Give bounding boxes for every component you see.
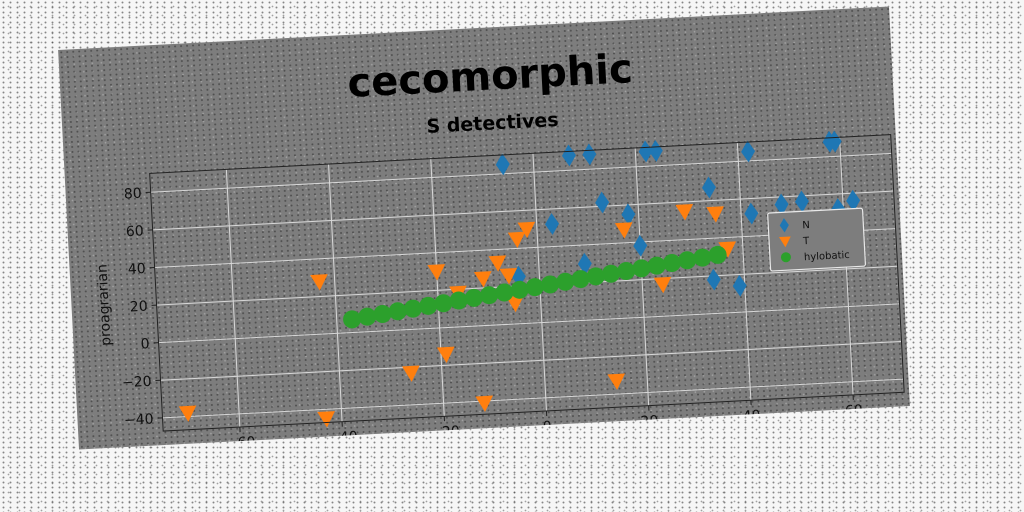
data-point-hylobatic	[678, 251, 697, 270]
data-point-hylobatic	[541, 275, 560, 294]
x-tick-label: −20	[430, 424, 460, 442]
chart-title: S detectives	[426, 109, 559, 138]
plot-frame	[149, 134, 905, 432]
data-point-n	[744, 202, 759, 225]
y-gridline	[162, 378, 904, 419]
y-tick-label: −40	[124, 411, 154, 429]
data-point-hylobatic	[586, 267, 605, 286]
legend-label-n: N	[802, 220, 810, 231]
data-point-hylobatic	[480, 286, 499, 305]
data-point-t	[653, 276, 672, 294]
x-tick-label: 60	[845, 402, 864, 419]
y-gridline	[158, 303, 900, 344]
gridlines	[150, 137, 904, 428]
data-point-hylobatic	[449, 291, 468, 310]
data-point-t	[473, 271, 492, 288]
data-point-hylobatic	[464, 288, 483, 307]
data-point-t	[499, 267, 518, 285]
data-layer	[178, 130, 861, 428]
data-point-hylobatic	[571, 270, 590, 289]
legend-label-hylobatic: hylobatic	[804, 250, 850, 263]
y-tick-label: −20	[122, 374, 152, 392]
data-point-n	[706, 268, 721, 291]
data-point-t	[475, 395, 494, 412]
data-point-hylobatic	[693, 248, 712, 267]
legend-box	[767, 207, 867, 272]
y-axis-label: proagrarian	[94, 264, 114, 347]
data-point-n	[638, 140, 653, 163]
legend-marker-hylobatic	[780, 252, 791, 263]
data-point-hylobatic	[647, 256, 666, 275]
data-point-hylobatic	[434, 294, 453, 313]
data-point-hylobatic	[388, 302, 407, 321]
data-point-t	[614, 222, 633, 239]
data-point-t	[317, 411, 335, 428]
data-point-t	[517, 221, 536, 239]
data-point-t	[607, 373, 626, 390]
data-point-hylobatic	[510, 280, 529, 299]
scatter-chart: cecomorphic S detectives −60 −40 −20 0 20 40 6…	[94, 46, 905, 449]
data-point-n	[582, 143, 597, 166]
data-point-hylobatic	[358, 307, 377, 326]
data-point-n	[495, 153, 510, 176]
data-point-hylobatic	[495, 283, 514, 302]
data-point-hylobatic	[403, 299, 422, 318]
data-point-n	[633, 234, 648, 257]
chart-figure: cecomorphic S detectives −60 −40 −20 0 20 40 6…	[58, 6, 910, 450]
data-point-n	[827, 130, 842, 153]
x-tick-label: 0	[542, 419, 552, 435]
y-tick-label: 20	[129, 299, 148, 316]
y-tick-label: 0	[140, 336, 150, 352]
data-point-hylobatic	[343, 310, 362, 329]
data-point-hylobatic	[602, 264, 621, 283]
data-point-n	[648, 139, 663, 162]
x-gridline	[736, 142, 752, 401]
figure-suptitle: cecomorphic	[346, 46, 633, 107]
data-point-hylobatic	[556, 272, 575, 291]
y-gridline	[160, 340, 902, 381]
data-point-n	[701, 176, 716, 199]
x-gridline	[225, 169, 241, 428]
data-point-hylobatic	[662, 253, 681, 272]
y-gridline	[152, 190, 894, 231]
y-gridline	[150, 152, 892, 193]
data-point-n	[794, 190, 809, 213]
data-point-n	[732, 274, 747, 297]
x-axis-label: uninstituted	[493, 437, 578, 449]
data-point-hylobatic	[419, 296, 438, 315]
data-point-hylobatic	[525, 278, 544, 297]
data-point-t	[507, 231, 526, 249]
data-point-t	[178, 405, 197, 422]
x-gridline	[328, 164, 343, 422]
data-point-n	[621, 203, 636, 226]
data-point-hylobatic	[632, 259, 651, 278]
data-point-hylobatic	[708, 245, 727, 264]
data-point-hylobatic	[617, 262, 636, 281]
data-point-t	[675, 204, 694, 221]
x-tick-label: 40	[742, 408, 761, 425]
data-point-n	[595, 191, 610, 214]
legend-marker-t	[779, 236, 791, 248]
x-tick-label: −40	[328, 429, 358, 447]
data-point-hylobatic	[373, 304, 392, 323]
x-gridline	[430, 158, 445, 417]
data-point-t	[436, 346, 455, 364]
y-tick-label: 40	[127, 261, 146, 278]
data-point-n	[561, 144, 576, 167]
legend-label-t: T	[802, 236, 811, 247]
x-tick-label: 20	[640, 413, 659, 430]
data-point-n	[545, 213, 560, 235]
data-point-t	[488, 255, 507, 272]
data-point-t	[706, 206, 724, 223]
data-point-t	[427, 264, 446, 281]
data-point-t	[402, 365, 420, 382]
y-tick-label: 80	[124, 186, 143, 203]
data-point-n	[741, 140, 756, 163]
x-tick-label: −60	[226, 434, 256, 449]
y-tick-label: 60	[125, 223, 144, 240]
data-point-t	[310, 274, 328, 291]
legend-marker-n	[779, 218, 789, 233]
